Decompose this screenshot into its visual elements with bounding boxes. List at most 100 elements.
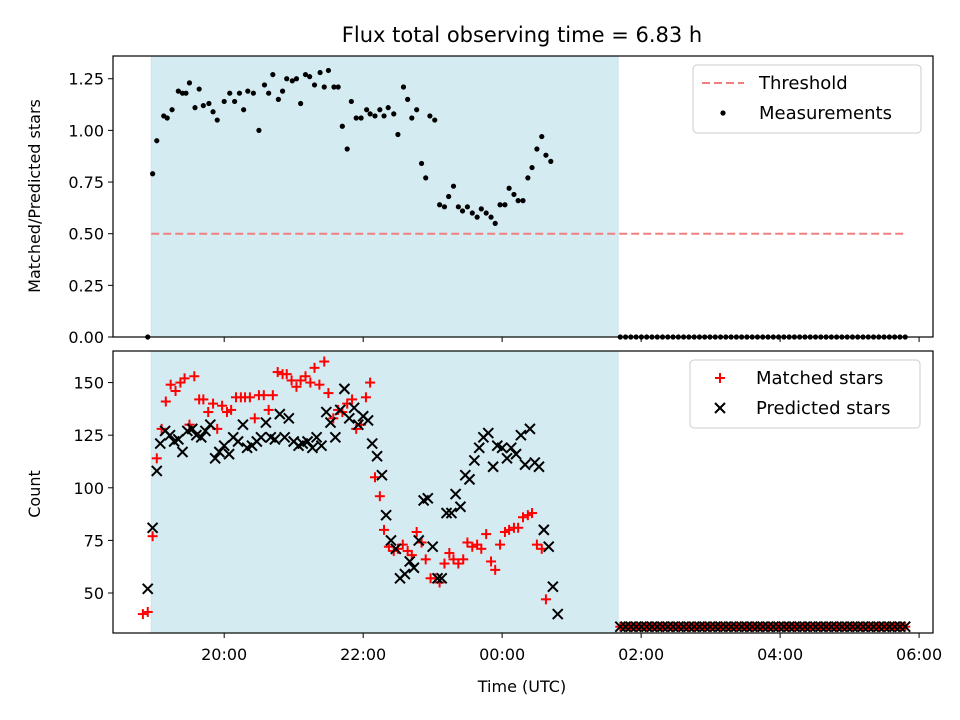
count-point-0-37 xyxy=(309,362,320,373)
count-point-0-87 xyxy=(540,594,551,605)
count-point-2-88 xyxy=(547,580,559,593)
ratio-point-0-86 xyxy=(548,158,554,164)
count-point-2-20-b xyxy=(232,435,244,448)
count-point-2-87-b xyxy=(543,541,555,553)
ratio-point-0-32 xyxy=(298,100,304,107)
ratio-point-0-39 xyxy=(331,84,337,90)
ratio-point-0-28 xyxy=(279,88,286,94)
ratio-point-0-64 xyxy=(446,193,452,200)
count-point-2-85-b xyxy=(533,461,545,473)
ratio-point-0-43 xyxy=(348,98,354,105)
count-point-2-53-b xyxy=(385,534,397,547)
count-point-2-2-b xyxy=(151,465,163,477)
ratio-point-0-20 xyxy=(241,107,247,113)
count-point-2-66 xyxy=(445,507,458,519)
count-point-2-36-b xyxy=(306,442,319,454)
count-point-0-74 xyxy=(481,529,492,540)
count-point-2-68 xyxy=(454,501,467,513)
count-point-2-17-b xyxy=(218,439,230,452)
count-point-2-75 xyxy=(487,461,499,473)
count-point-2-45-b xyxy=(348,402,360,414)
count-point-2-54 xyxy=(390,543,402,555)
ratio-point-0-82 xyxy=(529,164,535,171)
ratio-point-0-10 xyxy=(192,105,198,111)
ratio-point-0-1 xyxy=(150,171,156,177)
count-point-2-59-b xyxy=(413,534,425,547)
ratio-point-0-29 xyxy=(284,76,290,82)
count-point-0-51 xyxy=(374,491,385,502)
count-point-2-66-b xyxy=(445,507,458,519)
ratio-point-0-11 xyxy=(196,86,202,92)
count-point-2-20 xyxy=(232,435,244,448)
xtick-label-5: 06:00 xyxy=(896,645,942,664)
count-point-2-56-b xyxy=(399,568,411,580)
count-point-2-88-b xyxy=(547,580,559,593)
count-point-0-69 xyxy=(458,554,469,565)
ratio-point-0-69 xyxy=(469,210,475,216)
count-point-2-48-b xyxy=(362,414,374,427)
count-point-2-35-b xyxy=(301,435,314,448)
ratio-point-0-6 xyxy=(175,88,181,94)
ratio-point-0-15 xyxy=(214,117,220,123)
count-point-0-15 xyxy=(208,398,219,409)
count-point-2-89 xyxy=(552,608,564,620)
ratio-point-0-25 xyxy=(266,90,272,96)
count-point-2-81 xyxy=(515,429,527,441)
ratio-point-0-62 xyxy=(437,202,443,208)
count-point-2-15-b xyxy=(209,452,221,465)
count-point-2-80 xyxy=(510,448,522,460)
count-point-2-13-b xyxy=(199,425,212,437)
ratio-point-0-48 xyxy=(372,113,378,119)
ratio-point-0-76 xyxy=(502,202,508,208)
count-point-0-35 xyxy=(300,371,311,382)
count-point-2-11-b xyxy=(190,429,203,441)
count-point-2-41 xyxy=(329,431,342,443)
ratio-legend xyxy=(692,64,922,134)
ratio-observing-window xyxy=(150,55,619,338)
count-point-2-36 xyxy=(306,442,319,454)
count-point-2-14-b xyxy=(204,418,216,431)
count-point-2-40 xyxy=(324,416,337,429)
ratio-point-0-66 xyxy=(455,204,461,210)
count-point-0-33 xyxy=(291,381,302,392)
ratio-point-0-84 xyxy=(539,133,545,140)
ratio-point-0-38 xyxy=(325,67,332,74)
count-point-2-61 xyxy=(422,492,434,505)
bottom-y-axis-label: Count xyxy=(25,470,44,518)
ratio-point-0-21 xyxy=(245,88,251,94)
count-point-2-57 xyxy=(404,555,416,568)
count-point-2-72-b xyxy=(473,442,485,454)
count-point-2-26 xyxy=(260,416,272,429)
count-point-2-72 xyxy=(473,442,485,454)
count-point-0-71 xyxy=(467,541,478,552)
count-point-2-27-b xyxy=(265,431,277,443)
count-point-0-81 xyxy=(513,522,524,533)
ratio-point-0-27 xyxy=(275,96,281,102)
count-point-0-84 xyxy=(527,508,538,519)
ratio-ytick-label-2: 0.50 xyxy=(68,225,104,244)
count-point-2-46-b xyxy=(352,418,365,431)
count-point-2-45 xyxy=(348,402,360,414)
xtick-label-0: 20:00 xyxy=(201,645,247,664)
count-point-0-49 xyxy=(365,377,376,388)
count-ytick-label-2: 100 xyxy=(73,479,104,498)
count-point-2-35 xyxy=(301,435,314,448)
count-point-0-79 xyxy=(504,524,515,535)
ratio-point-0-50 xyxy=(381,113,387,119)
count-point-2-77-b xyxy=(496,442,508,454)
ratio-point-0-45 xyxy=(358,115,364,121)
count-point-0-36 xyxy=(305,377,316,388)
count-point-2-1-b xyxy=(146,522,159,534)
count-point-2-39 xyxy=(320,406,333,418)
count-point-0-77 xyxy=(495,539,506,550)
count-point-2-26-b xyxy=(260,416,272,429)
ratio-point-0-55 xyxy=(405,96,411,102)
count-point-2-78-b xyxy=(501,452,513,465)
count-point-2-16-b xyxy=(213,446,226,458)
count-point-0-39 xyxy=(319,356,330,367)
ratio-point-0-54 xyxy=(400,84,407,90)
ratio-ytick-label-3: 0.75 xyxy=(68,173,104,192)
ratio-point-0-26 xyxy=(270,71,276,78)
count-legend-swatch-1-b xyxy=(714,402,726,414)
